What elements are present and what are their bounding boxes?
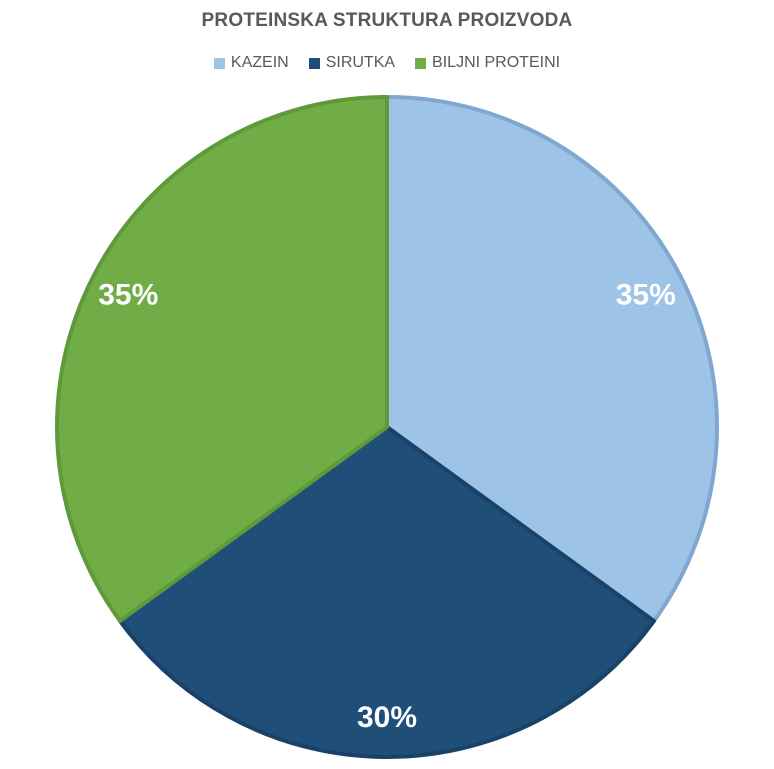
legend-swatch-biljni-proteini xyxy=(415,57,427,69)
data-label-kazein: 35% xyxy=(616,279,676,312)
pie-slice-sirutka xyxy=(118,425,656,759)
pie-slice-biljni-proteini xyxy=(55,95,389,623)
pie-slice-kazein xyxy=(385,95,719,623)
legend-item-biljni-proteini: BILJNI PROTEINI xyxy=(415,54,560,72)
legend: KAZEIN SIRUTKA BILJNI PROTEINI xyxy=(0,54,774,72)
legend-label-biljni-proteini: BILJNI PROTEINI xyxy=(432,54,561,71)
legend-label-sirutka: SIRUTKA xyxy=(325,54,396,71)
legend-item-kazein: KAZEIN xyxy=(213,54,289,72)
legend-swatch-sirutka xyxy=(308,57,320,69)
data-label-biljni-proteini: 35% xyxy=(98,279,158,312)
legend-swatch-kazein xyxy=(213,57,225,69)
chart-title: PROTEINSKA STRUKTURA PROIZVODA xyxy=(201,10,573,31)
legend-item-sirutka: SIRUTKA xyxy=(308,54,396,72)
data-label-sirutka: 30% xyxy=(357,701,417,734)
legend-label-kazein: KAZEIN xyxy=(230,54,289,71)
